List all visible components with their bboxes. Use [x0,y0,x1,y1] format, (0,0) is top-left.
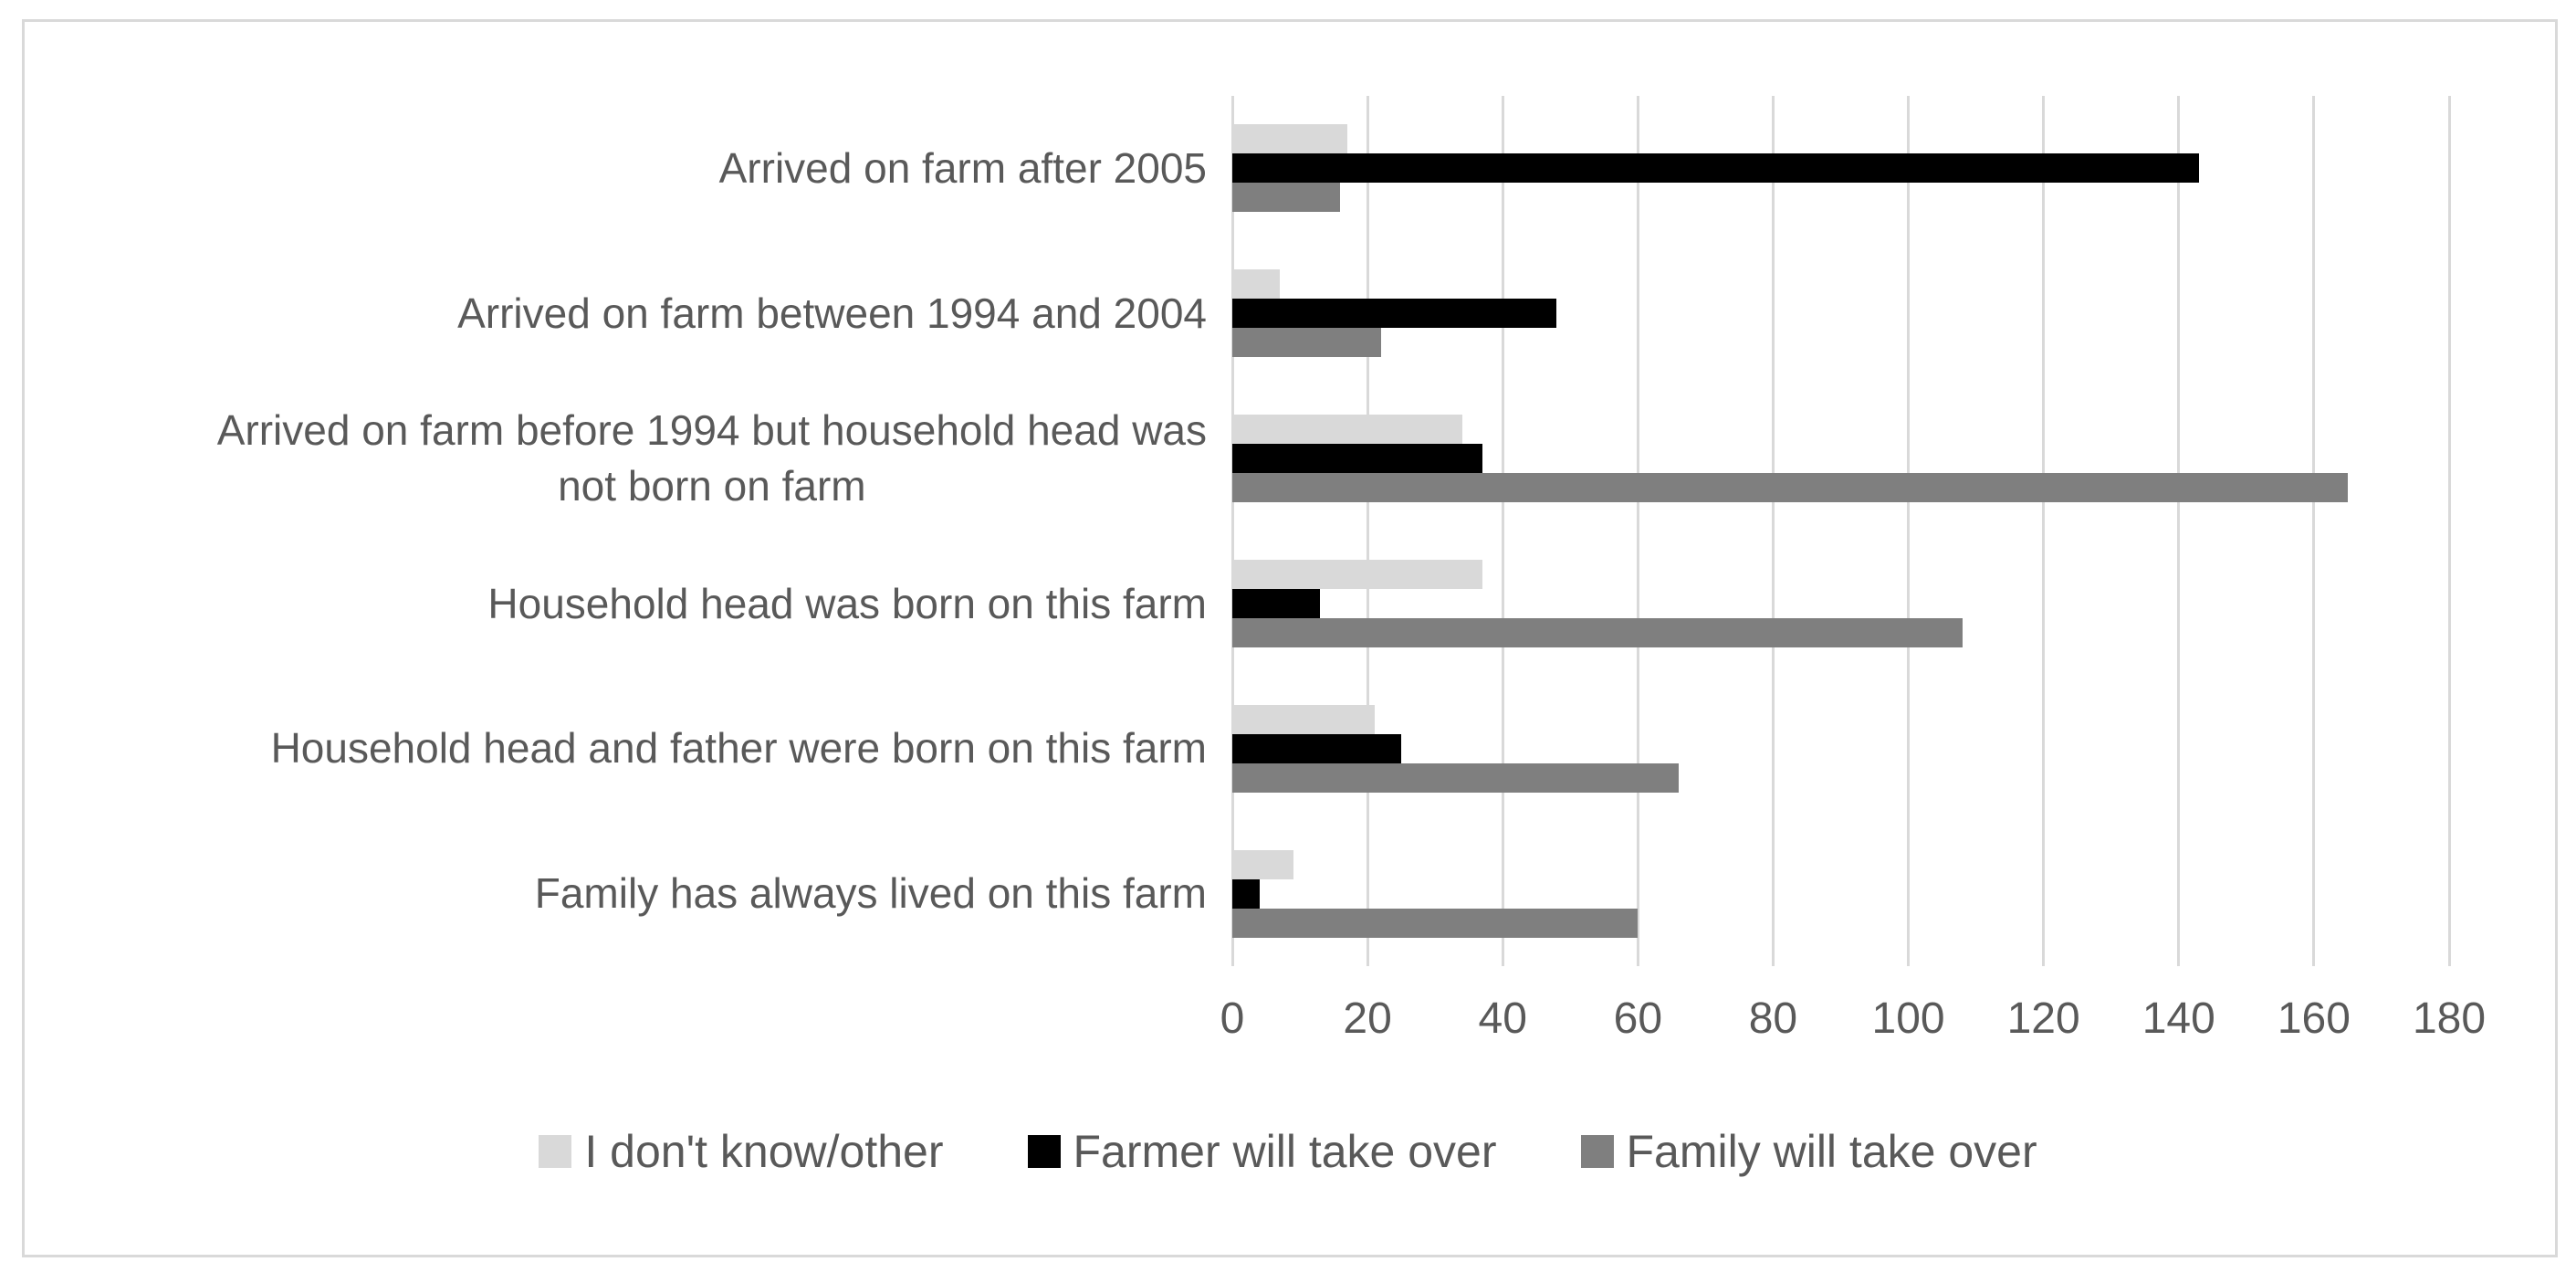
category-label-3: Arrived on farm before 1994 but househol… [46,386,1207,531]
category-label-5: Household head and father were born on t… [46,676,1207,821]
plot-area [1230,96,2451,966]
category-label-text: Household head and father were born on t… [270,724,1207,773]
bar-series3-cat6 [1232,908,1639,938]
bar-series2-cat1 [1232,153,2199,184]
x-tick-label-40: 40 [1478,994,1527,1043]
gridline-x-40 [1501,96,1504,966]
category-label-text: Household head was born on this farm [487,579,1207,627]
bar-series2-cat4 [1232,588,1321,618]
bar-series3-cat1 [1232,183,1341,213]
bar-series2-cat5 [1232,733,1402,763]
legend-swatch-icon [539,1135,572,1168]
bar-series3-cat5 [1232,762,1679,793]
legend-swatch-icon [1027,1135,1061,1168]
legend: I don't know/other Farmer will take over F… [0,1125,2576,1178]
bar-series3-cat2 [1232,328,1381,358]
legend-label: Family will take over [1626,1126,2037,1177]
x-tick-label-140: 140 [2141,994,2215,1043]
category-label-1: Arrived on farm after 2005 [46,96,1207,241]
bar-series1-cat5 [1232,704,1375,734]
category-label-text: Arrived on farm before 1994 but househol… [216,406,1207,510]
gridline-x-20 [1366,96,1369,966]
category-label-2: Arrived on farm between 1994 and 2004 [46,241,1207,386]
legend-label: I don't know/other [584,1126,944,1177]
category-label-4: Household head was born on this farm [46,531,1207,677]
bar-series3-cat4 [1232,617,1963,647]
category-label-text: Arrived on farm between 1994 and 2004 [457,289,1207,337]
x-tick-label-100: 100 [1871,994,1945,1043]
bar-series1-cat2 [1232,269,1280,300]
gridline-x-60 [1636,96,1639,966]
bar-series3-cat3 [1232,473,2348,503]
gridline-x-100 [1907,96,1911,966]
x-tick-label-160: 160 [2277,994,2351,1043]
category-label-text: Family has always lived on this farm [534,869,1207,918]
gridline-x-160 [2312,96,2316,966]
bar-series1-cat6 [1232,849,1293,879]
legend-item-1: I don't know/other [539,1125,944,1178]
gridline-x-120 [2042,96,2046,966]
x-tick-label-80: 80 [1748,994,1798,1043]
category-label-text: Arrived on farm after 2005 [718,144,1207,193]
gridline-x-80 [1771,96,1775,966]
gridline-x-140 [2177,96,2181,966]
category-label-6: Family has always lived on this farm [46,821,1207,966]
x-tick-label-180: 180 [2412,994,2487,1043]
bar-series2-cat3 [1232,444,1482,474]
bar-series1-cat3 [1232,415,1462,445]
legend-swatch-icon [1580,1135,1614,1168]
bar-series1-cat1 [1232,124,1347,154]
bar-series2-cat6 [1232,878,1260,909]
bar-series1-cat4 [1232,559,1482,589]
legend-item-3: Family will take over [1580,1125,2037,1178]
legend-item-2: Farmer will take over [1027,1125,1497,1178]
gridline-x-180 [2447,96,2451,966]
x-tick-label-120: 120 [2006,994,2080,1043]
gridline-x-0 [1230,96,1234,966]
bar-series2-cat2 [1232,299,1557,329]
x-tick-label-0: 0 [1220,994,1245,1043]
x-tick-label-20: 20 [1343,994,1392,1043]
x-tick-label-60: 60 [1613,994,1663,1043]
legend-label: Farmer will take over [1073,1126,1497,1177]
